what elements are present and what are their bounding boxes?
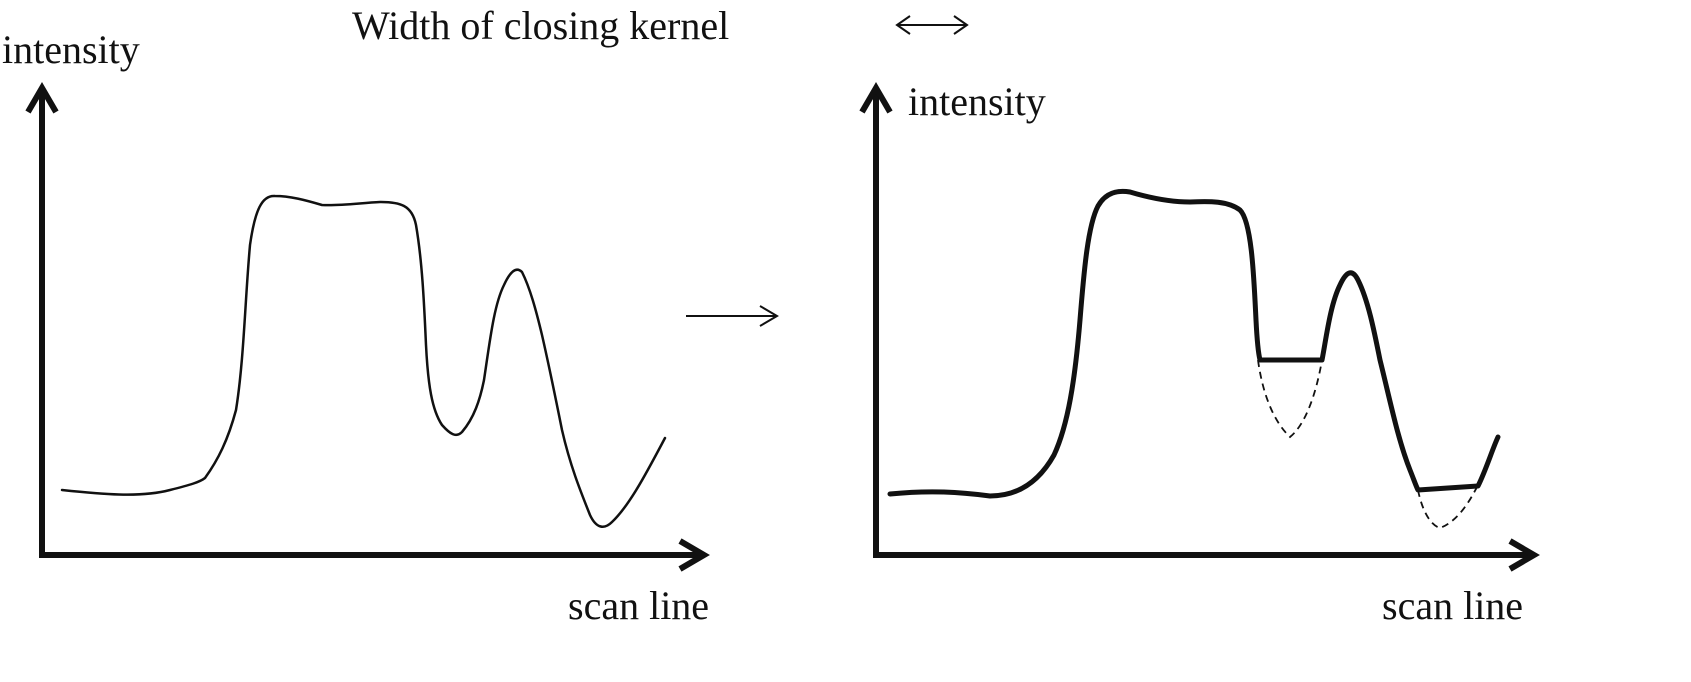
right-x-axis-label: scan line xyxy=(1382,583,1524,628)
right-y-axis-label: intensity xyxy=(908,79,1046,124)
right-dashed-original-valley-1 xyxy=(1257,359,1323,439)
left-y-arrowhead xyxy=(25,82,59,114)
left-x-axis-label: scan line xyxy=(568,583,710,628)
right-x-arrowhead xyxy=(1508,538,1540,572)
right-axes xyxy=(859,82,1540,572)
left-axes xyxy=(25,82,710,572)
left-original-signal-curve xyxy=(60,194,667,528)
right-dashed-original-valley-2 xyxy=(1417,484,1479,529)
kernel-width-double-arrow xyxy=(895,15,969,35)
left-x-arrowhead xyxy=(678,538,710,572)
left-y-axis-label: intensity xyxy=(2,27,140,72)
right-closed-signal-curve xyxy=(887,188,1501,499)
transition-arrow xyxy=(686,305,779,327)
right-y-arrowhead xyxy=(859,82,893,114)
diagram-caption: Width of closing kernel xyxy=(352,3,730,48)
